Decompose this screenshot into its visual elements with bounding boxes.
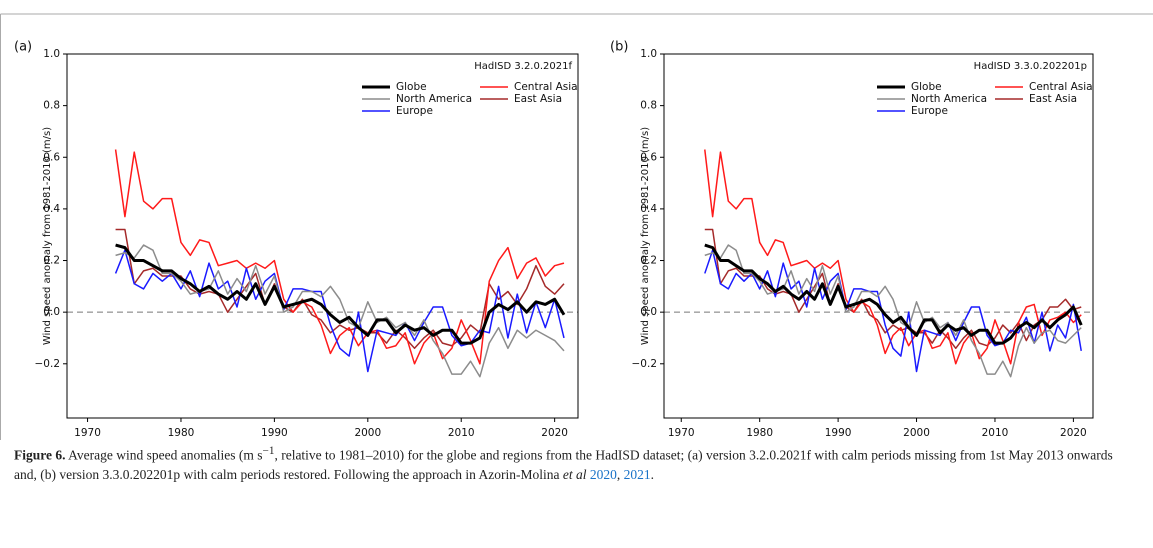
series-line [115,243,566,345]
caption-text: Average wind speed anomalies (m s [68,447,263,463]
legend-label: North America [911,93,987,105]
legend-label: Central Asia [514,81,578,93]
y-tick-label: 0.0 [43,306,60,318]
legend-label: North America [396,93,472,105]
series-line [114,149,565,365]
legend-label: East Asia [514,93,562,105]
citation-link[interactable]: 2020 [589,466,617,482]
plot-frame [66,53,579,419]
series-line [114,249,565,373]
legend-label: Globe [396,81,427,93]
annotation: HadISD 3.2.0.2021f [474,61,572,72]
y-tick-label: 0.6 [43,151,60,163]
x-tick-label: 2000 [903,427,930,439]
caption-sep: , [616,466,624,482]
y-tick-label: 1.0 [43,48,60,60]
caption-label: Figure 6. [14,447,66,463]
plot-frame [663,53,1094,419]
x-tick-label: 1970 [668,427,695,439]
series-line [704,243,1083,345]
x-tick-label: 1980 [746,427,773,439]
caption-em: et al [562,466,587,482]
caption-end: . [650,466,655,482]
panel-label: (a) [14,40,32,55]
legend-label: East Asia [1029,93,1077,105]
y-tick-label: 0.4 [43,203,60,215]
y-tick-label: 0.6 [640,151,657,163]
x-tick-label: 2000 [354,427,381,439]
y-tick-label: 0.4 [640,203,657,215]
figure: (a) Wind speed anomaly from 1981-2010 (m/… [0,13,1153,440]
x-tick-label: 2020 [541,427,568,439]
y-tick-label: −0.2 [632,358,658,370]
x-tick-label: 1990 [261,427,288,439]
x-tick-label: 1990 [825,427,852,439]
x-tick-label: 2010 [448,427,475,439]
panel-label: (b) [610,40,628,55]
legend-label: Globe [911,81,942,93]
x-tick-label: 1980 [168,427,195,439]
series-line [115,244,565,378]
x-tick-label: 2010 [982,427,1009,439]
series-line [704,244,1082,378]
legend-label: Europe [911,105,948,117]
y-tick-label: 0.8 [640,100,657,112]
y-tick-label: 0.8 [43,100,60,112]
y-axis-label: Wind speed anomaly from 1981-2010 (m/s) [42,127,53,345]
citation-link[interactable]: 2021 [623,466,651,482]
legend-label: Central Asia [1029,81,1093,93]
x-tick-label: 2020 [1060,427,1087,439]
y-tick-label: −0.2 [35,358,61,370]
annotation: HadISD 3.3.0.202201p [974,61,1087,72]
caption-sup: −1 [262,445,275,457]
y-tick-label: 0.2 [43,255,60,267]
y-tick-label: 0.0 [640,306,657,318]
series-line [704,249,1082,373]
y-tick-label: 1.0 [640,48,657,60]
x-tick-label: 1970 [74,427,101,439]
legend-label: Europe [396,105,433,117]
y-axis-label: Wind speed anomaly from 1981-2010 (m/s) [640,127,651,345]
caption-text: , relative to 1981–2010) for the globe a… [14,447,1113,482]
series-line [704,149,1082,365]
caption: Figure 6. Average wind speed anomalies (… [14,442,1134,484]
y-tick-label: 0.2 [640,255,657,267]
